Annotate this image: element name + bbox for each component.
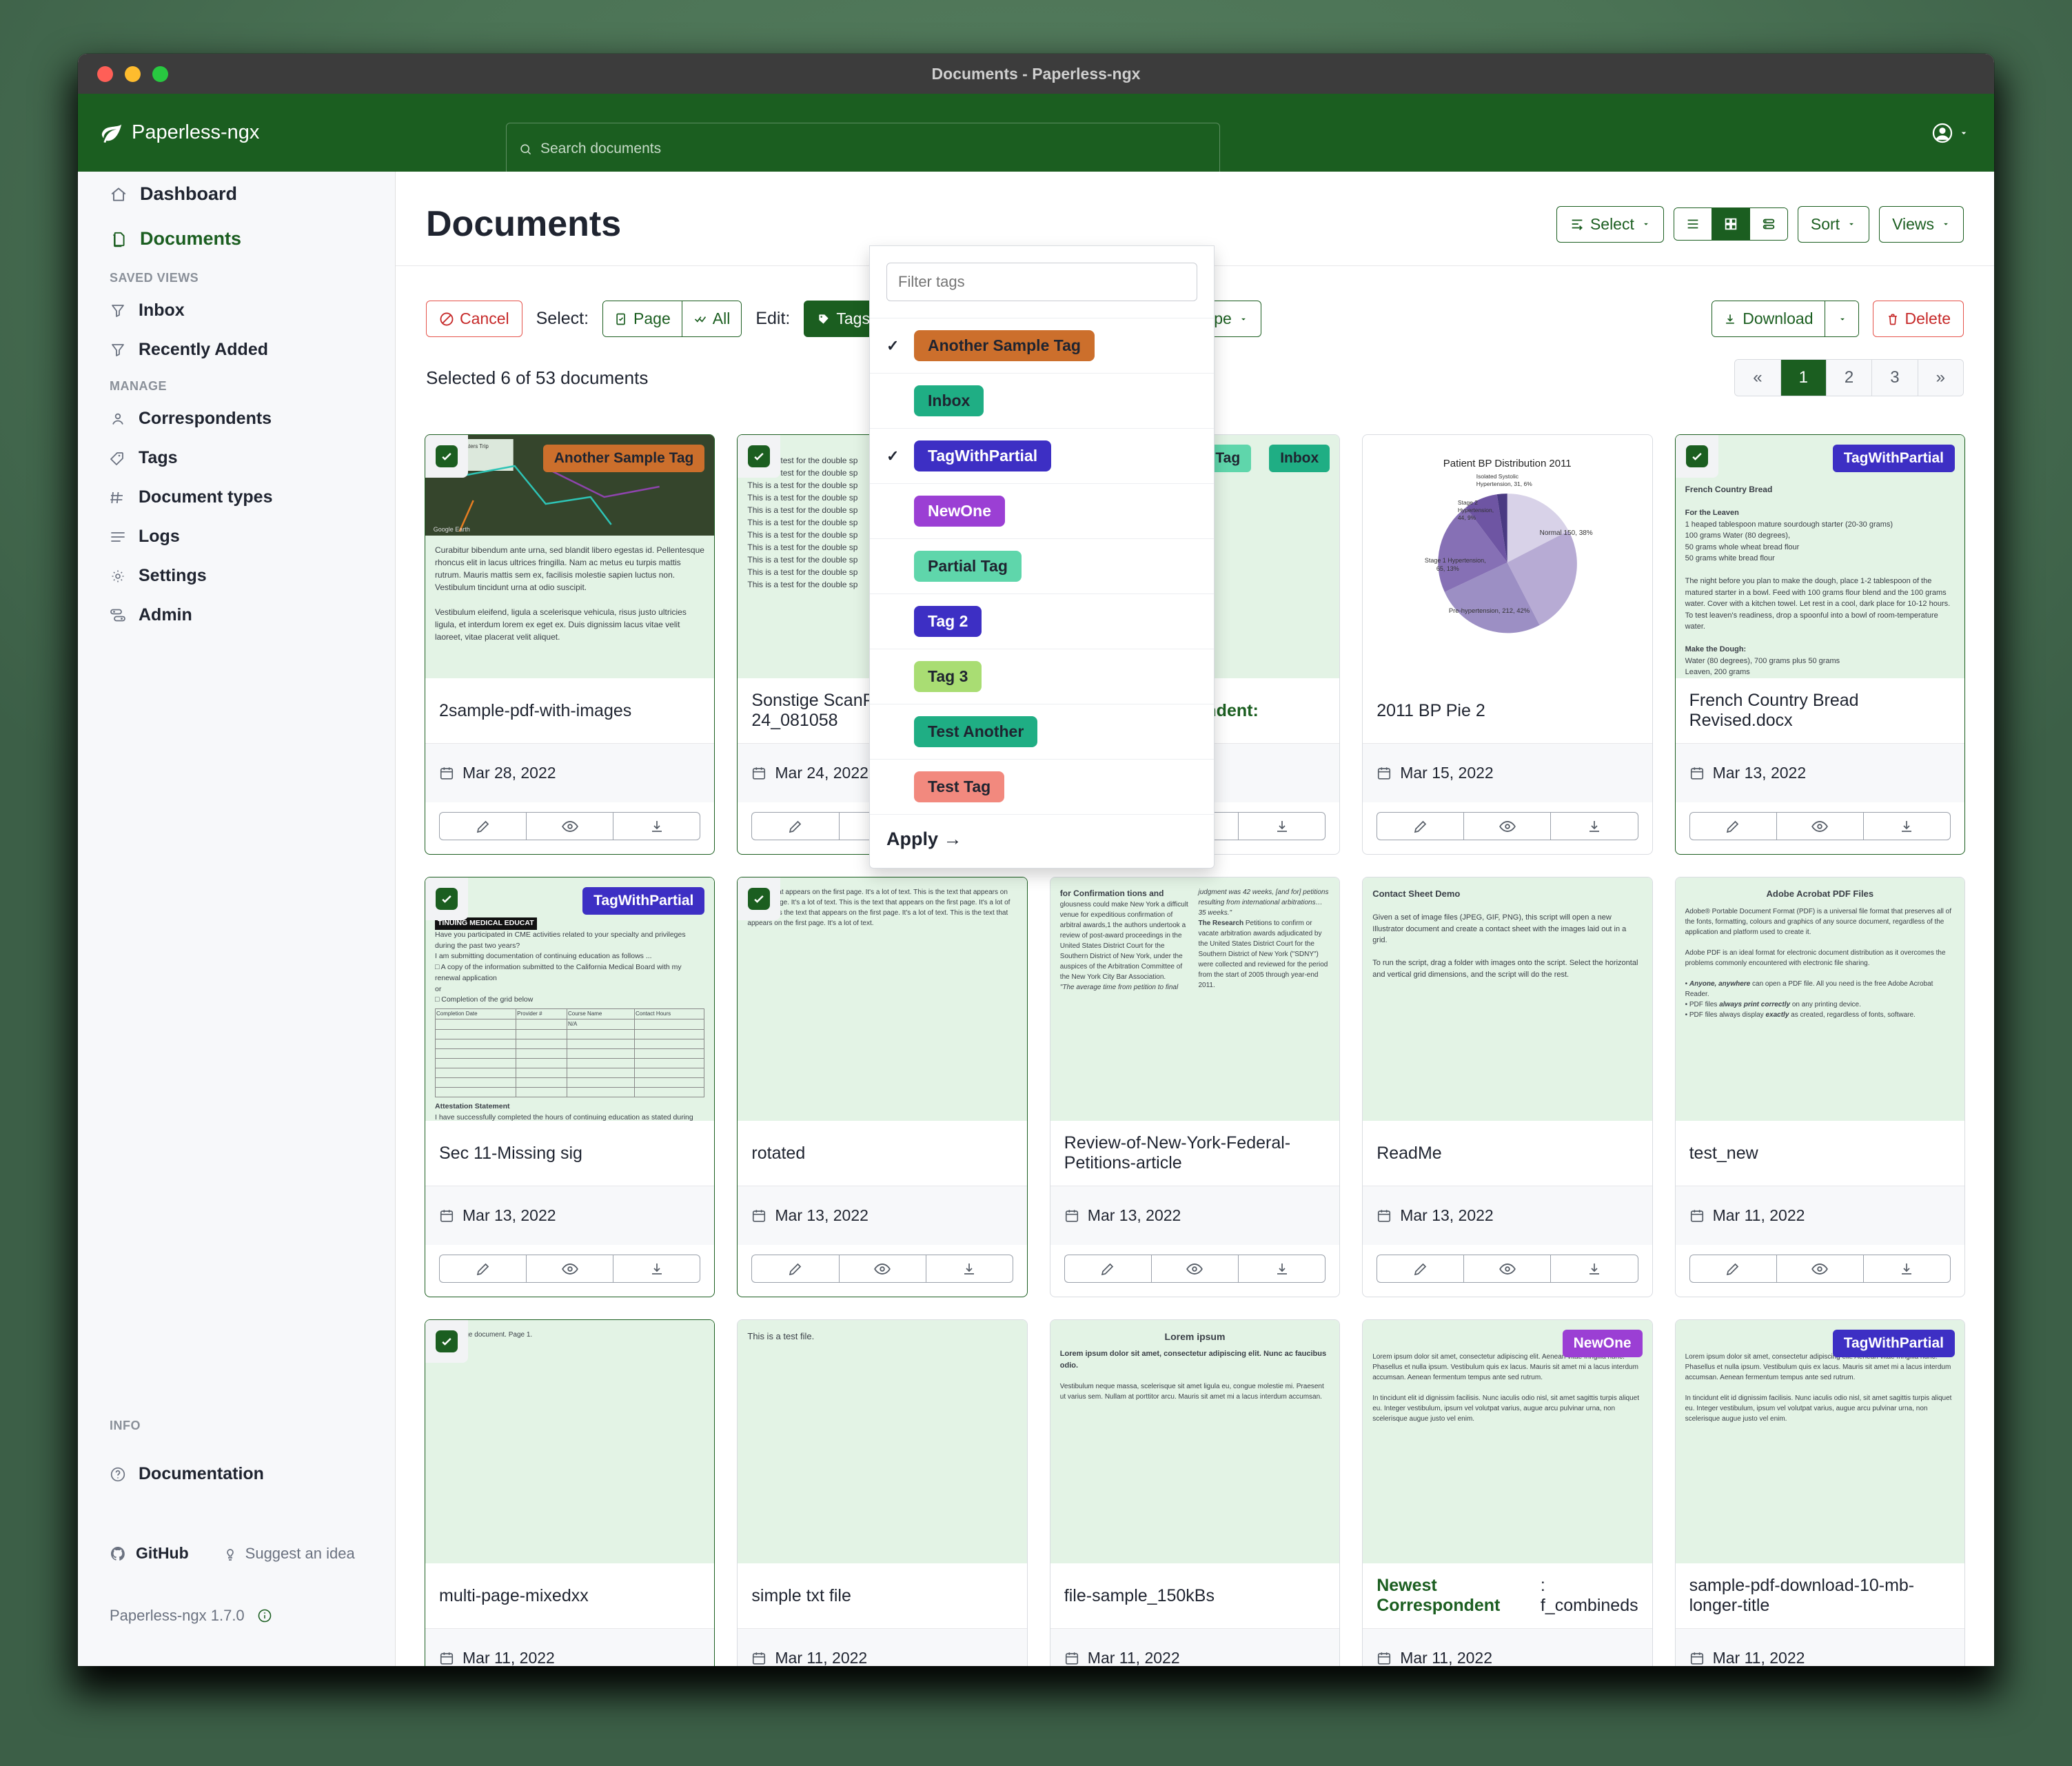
svg-text:Google Earth: Google Earth	[434, 526, 470, 533]
svg-text:Hypertension,: Hypertension,	[1458, 507, 1494, 514]
svg-text:Normal 150, 38%: Normal 150, 38%	[1540, 529, 1593, 537]
svg-text:44, 9%: 44, 9%	[1458, 514, 1476, 521]
svg-text:65, 13%: 65, 13%	[1436, 565, 1459, 572]
svg-text:Hypertension, 31, 6%: Hypertension, 31, 6%	[1476, 480, 1532, 487]
svg-text:Pre-hypertension, 212, 42%: Pre-hypertension, 212, 42%	[1449, 607, 1530, 615]
svg-text:Stage 2: Stage 2	[1458, 499, 1478, 506]
svg-text:Isolated Systolic: Isolated Systolic	[1476, 473, 1519, 480]
svg-text:Stage 1 Hypertension,: Stage 1 Hypertension,	[1425, 557, 1486, 564]
svg-text:Patient BP Distribution 2011: Patient BP Distribution 2011	[1443, 458, 1572, 469]
